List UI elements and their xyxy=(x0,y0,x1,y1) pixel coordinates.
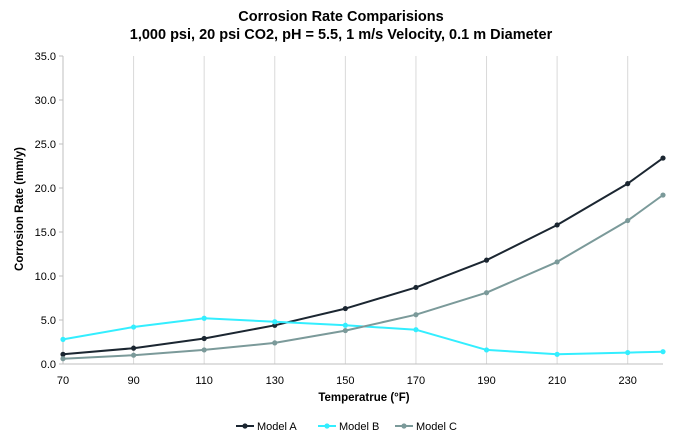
data-point xyxy=(483,347,490,353)
series-line xyxy=(62,317,664,356)
data-point xyxy=(660,155,666,161)
legend-swatch-marker xyxy=(324,423,330,429)
y-tick-label: 35.0 xyxy=(35,51,56,63)
data-point xyxy=(413,327,419,333)
data-point xyxy=(342,322,348,328)
x-tick-label: 90 xyxy=(127,375,139,387)
data-point xyxy=(201,335,207,342)
data-point xyxy=(272,340,278,346)
legend-label: Model B xyxy=(339,421,379,433)
data-point xyxy=(554,351,560,357)
data-point xyxy=(413,284,419,291)
legend-label: Model C xyxy=(416,421,457,433)
y-tick-label: 20.0 xyxy=(35,183,56,195)
data-point xyxy=(60,336,66,342)
series-model-c xyxy=(60,192,666,362)
data-point xyxy=(342,327,348,334)
x-tick-label: 210 xyxy=(548,375,566,387)
grid xyxy=(133,56,629,364)
y-tick-label: 10.0 xyxy=(35,271,56,283)
data-point xyxy=(272,319,278,325)
x-axis-label: Temperatrue (°F) xyxy=(318,392,409,404)
chart-title: Corrosion Rate Comparisions xyxy=(238,9,443,25)
data-point xyxy=(554,259,560,265)
data-point xyxy=(483,257,490,263)
data-point xyxy=(625,181,631,187)
data-point xyxy=(625,217,631,224)
legend: Model A Model B Model C xyxy=(236,421,457,433)
legend-swatch-marker xyxy=(401,423,407,429)
series-line xyxy=(62,157,664,356)
data-point xyxy=(413,312,419,318)
data-point xyxy=(554,222,560,228)
data-point xyxy=(201,347,207,353)
x-tick-label: 70 xyxy=(57,375,69,387)
data-point xyxy=(483,290,490,296)
data-point xyxy=(625,349,631,356)
data-point xyxy=(342,305,348,312)
legend-entry: Model C xyxy=(395,421,457,433)
data-point xyxy=(130,352,137,358)
data-point xyxy=(130,345,137,351)
series-group xyxy=(60,155,666,362)
series-model-b xyxy=(60,315,666,357)
legend-swatch-marker xyxy=(242,423,248,429)
x-tick-label: 150 xyxy=(336,375,354,387)
x-tick-label: 230 xyxy=(619,375,637,387)
y-axis-label: Corrosion Rate (mm/y) xyxy=(14,147,26,271)
data-point xyxy=(660,192,666,198)
x-tick-label: 130 xyxy=(266,375,284,387)
x-tick-label: 190 xyxy=(477,375,495,387)
x-tick-label: 170 xyxy=(407,375,425,387)
y-tick-label: 5.0 xyxy=(41,315,56,327)
y-tick-label: 15.0 xyxy=(35,227,56,239)
legend-label: Model A xyxy=(257,421,297,433)
legend-entry: Model B xyxy=(318,421,379,433)
y-tick-label: 25.0 xyxy=(35,139,56,151)
chart-subtitle: 1,000 psi, 20 psi CO2, pH = 5.5, 1 m/s V… xyxy=(130,27,553,43)
data-point xyxy=(201,315,207,321)
x-tick-label: 110 xyxy=(195,375,213,387)
y-tick-label: 0.0 xyxy=(41,359,56,371)
y-tick-label: 30.0 xyxy=(35,95,56,107)
data-point xyxy=(130,324,137,330)
y-tick-labels: 0.0 5.0 10.0 15.0 20.0 25.0 30.0 35.0 xyxy=(35,51,63,371)
series-line xyxy=(62,194,664,360)
data-point xyxy=(660,349,666,355)
data-point xyxy=(60,356,66,362)
x-tick-labels: 70 90 110 130 150 170 190 210 230 xyxy=(57,375,637,387)
legend-entry: Model A xyxy=(236,421,297,433)
data-point xyxy=(60,351,66,357)
axes xyxy=(62,56,663,365)
